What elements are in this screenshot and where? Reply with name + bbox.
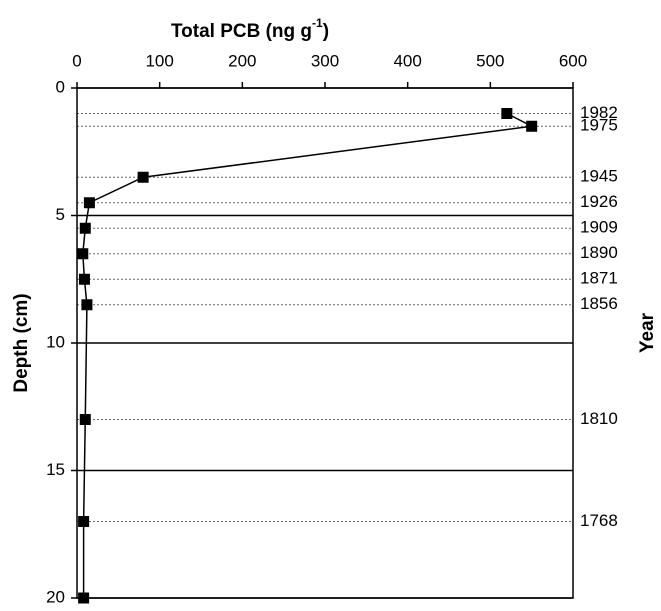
y2-tick-label: 1768 — [580, 511, 618, 530]
y2-axis-label: Year — [637, 312, 658, 353]
x-tick-label: 300 — [311, 51, 339, 70]
y2-tick-label: 1975 — [580, 116, 618, 135]
x-tick-label: 200 — [228, 51, 256, 70]
y2-tick-label: 1926 — [580, 192, 618, 211]
x-tick-label: 100 — [145, 51, 173, 70]
chart-title: Total PCB (ng g-1) — [171, 16, 329, 42]
data-point — [501, 108, 513, 119]
data-point — [526, 120, 538, 132]
x-tick-label: 500 — [476, 51, 504, 70]
data-point — [79, 414, 91, 425]
data-point — [81, 299, 93, 311]
y-tick-label: 0 — [56, 77, 65, 96]
data-point — [79, 222, 91, 234]
y-tick-label: 15 — [46, 460, 65, 479]
y-tick-label: 20 — [46, 587, 65, 606]
title-superscript: -1 — [312, 16, 323, 30]
title-end: ) — [323, 21, 329, 42]
y2-tick-label: 1909 — [580, 218, 618, 237]
y2-tick-label: 1890 — [580, 243, 618, 262]
y2-tick-label: 1945 — [580, 167, 618, 186]
y2-tick-label: 1810 — [580, 409, 618, 428]
data-point — [77, 248, 89, 260]
data-point — [137, 171, 149, 183]
y2-tick-label: 1982 — [580, 103, 618, 122]
plot-frame — [76, 87, 574, 599]
x-tick-label: 600 — [559, 51, 587, 70]
x-tick-label: 0 — [72, 51, 81, 70]
data-point — [78, 516, 90, 527]
y-tick-label: 10 — [46, 332, 65, 351]
y2-tick-label: 1856 — [580, 294, 618, 313]
data-point — [83, 197, 95, 209]
y2-tick-label: 1871 — [580, 269, 618, 288]
x-tick-label: 400 — [393, 51, 421, 70]
data-point — [78, 592, 90, 604]
y-tick-label: 5 — [56, 205, 65, 224]
data-point — [78, 273, 90, 285]
y-axis-label: Depth (cm) — [11, 293, 32, 392]
title-main: Total PCB (ng g — [171, 21, 312, 42]
profile-line — [82, 112, 535, 598]
